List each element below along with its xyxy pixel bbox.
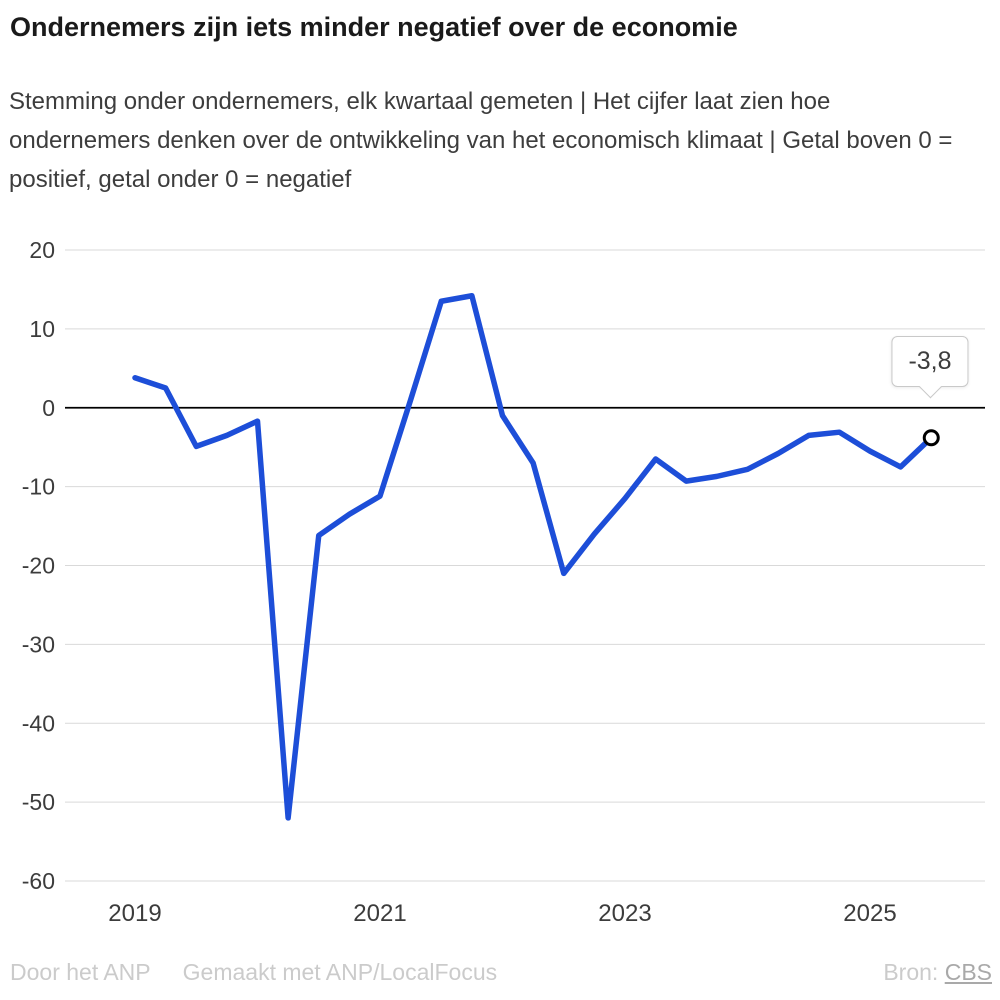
x-tick-label: 2025 [843,900,896,927]
source-label: Bron: [883,959,939,985]
y-tick-label: -50 [22,789,55,815]
x-tick-label: 2023 [598,900,651,927]
credit-localfocus: Gemaakt met ANP/LocalFocus [182,959,498,985]
credit-anp: Door het ANP [10,959,151,985]
chart-title: Ondernemers zijn iets minder negatief ov… [10,12,738,42]
chart-subtitle: Stemming onder ondernemers, elk kwartaal… [9,88,953,193]
footer-credits: Door het ANP Gemaakt met ANP/LocalFocus [10,959,497,986]
y-tick-label: 0 [42,395,55,421]
y-tick-label: -60 [22,868,55,894]
y-tick-label: 20 [29,237,55,263]
y-tick-label: 10 [29,316,55,342]
x-tick-label: 2021 [353,900,406,927]
value-tooltip: -3,8 [891,336,969,399]
source-attribution: Bron: CBS [883,959,992,986]
last-point-marker [922,429,940,447]
tooltip-value: -3,8 [908,347,952,375]
y-tick-label: -30 [22,631,55,657]
y-tick-label: -10 [22,474,55,500]
y-tick-label: -40 [22,710,55,736]
source-link[interactable]: CBS [944,959,992,985]
series-line [132,292,934,821]
y-tick-label: -20 [22,553,55,579]
x-tick-label: 2019 [108,900,161,927]
